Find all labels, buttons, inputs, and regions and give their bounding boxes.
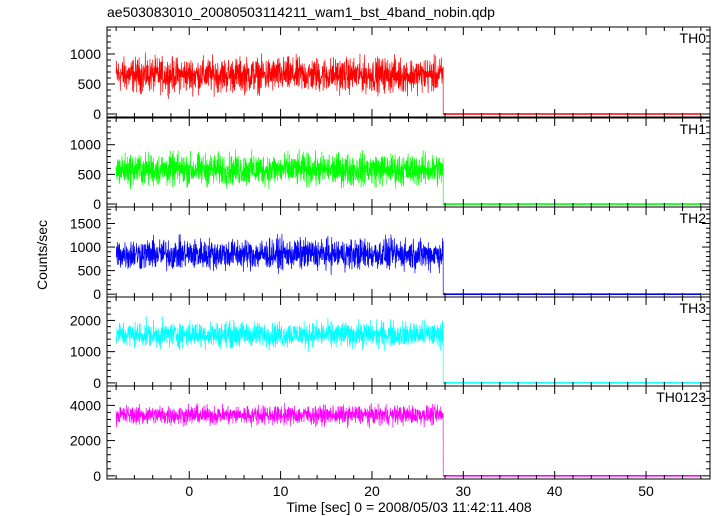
x-axis-label: Time [sec] 0 = 2008/05/03 11:42:11.408	[286, 499, 532, 515]
series-line-th0123	[115, 402, 701, 477]
y-tick-label: 500	[78, 76, 102, 92]
chart-title: ae503083010_20080503114211_wam1_bst_4ban…	[107, 4, 495, 20]
x-tick-label: 30	[456, 483, 472, 499]
x-tick-label: 0	[185, 483, 193, 499]
panel-th0: 0 500 1000 TH0	[70, 26, 711, 122]
panel-frame	[106, 385, 711, 480]
y-tick-label: 0	[93, 468, 101, 484]
x-tick-label: 20	[364, 483, 380, 499]
y-tick-label: 4000	[70, 397, 101, 413]
y-tick-label: 1000	[70, 239, 101, 255]
panel-label: TH0	[680, 30, 707, 46]
x-tick-label: 50	[638, 483, 654, 499]
x-tick-label: 10	[273, 483, 289, 499]
y-tick-label: 1500	[70, 215, 101, 231]
y-tick-label: 0	[93, 106, 101, 122]
y-tick-label: 0	[93, 196, 101, 212]
x-tick-label: 40	[547, 483, 563, 499]
series-line-th0	[115, 52, 701, 115]
panel-label: TH2	[680, 210, 707, 226]
y-tick-label: 0	[93, 286, 101, 302]
panel-label: TH3	[680, 300, 707, 316]
y-tick-label: 500	[78, 263, 102, 279]
y-tick-label: 2000	[70, 312, 101, 328]
y-tick-label: 1000	[70, 137, 101, 153]
panel-label: TH1	[680, 121, 707, 137]
panel-th3: 0 1000 2000 TH3	[70, 296, 711, 391]
panel-th1: 0 500 1000 TH1	[70, 117, 711, 212]
panel-label: TH0123	[656, 389, 706, 405]
y-tick-label: 1000	[70, 46, 101, 62]
y-tick-label: 1000	[70, 344, 101, 360]
y-tick-label: 500	[78, 166, 102, 182]
series-line-th2	[115, 233, 701, 295]
y-tick-label: 2000	[70, 433, 101, 449]
series-line-th3	[115, 316, 701, 384]
y-tick-label: 0	[93, 375, 101, 391]
panel-th0123: 0 2000 4000 TH0123	[70, 385, 711, 484]
series-line-th1	[115, 149, 701, 205]
panel-th2: 0 500 1000 1500 TH2	[70, 206, 711, 302]
y-axis-label: Counts/sec	[34, 220, 50, 290]
